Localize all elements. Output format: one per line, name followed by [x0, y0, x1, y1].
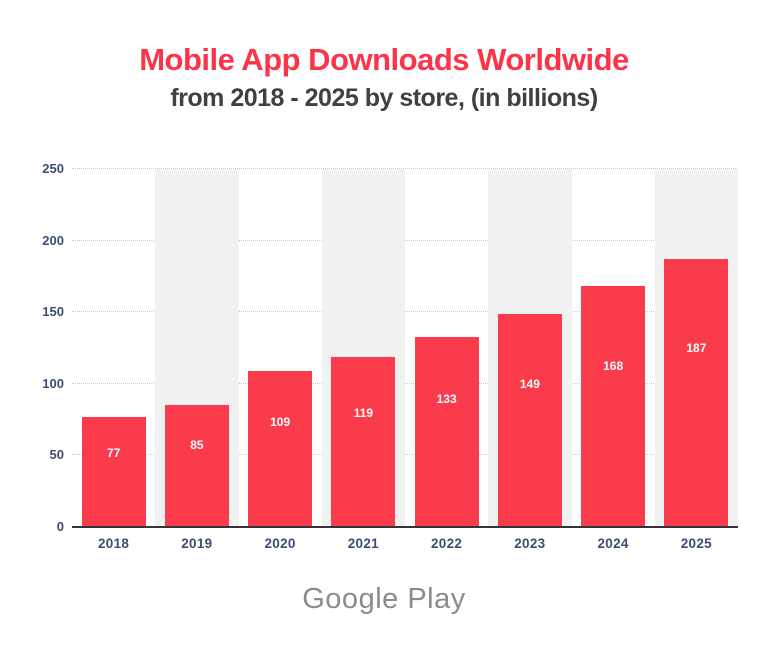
bar-value-label-2018: 77 — [106, 446, 121, 461]
bar-2018: 77 — [81, 416, 146, 527]
bar-2021: 119 — [331, 356, 396, 527]
gridline-y-50 — [72, 454, 738, 456]
gridline-y-150 — [72, 311, 738, 313]
x-tick-label-2025: 2025 — [680, 536, 712, 551]
bar-2020: 109 — [248, 370, 313, 527]
gridline-y-250 — [72, 168, 738, 169]
bar-value-label-2025: 187 — [686, 340, 707, 355]
x-tick-label-2024: 2024 — [597, 536, 629, 551]
y-tick-label-100: 100 — [42, 375, 64, 391]
bar-value-label-2023: 149 — [519, 377, 540, 392]
x-axis-line — [72, 526, 738, 528]
google-play-wordmark: Google Play — [302, 583, 466, 615]
bar-2025: 187 — [664, 259, 729, 527]
bar-value-label-2024: 168 — [603, 358, 624, 373]
chart-subtitle: from 2018 - 2025 by store, (in billions) — [170, 84, 598, 112]
bar-value-label-2020: 109 — [270, 415, 291, 430]
gridline-y-100 — [72, 382, 738, 384]
x-tick-label-2022: 2022 — [431, 536, 463, 551]
bar-value-label-2022: 133 — [436, 392, 457, 407]
x-tick-label-2023: 2023 — [514, 536, 546, 551]
y-tick-label-0: 0 — [56, 519, 64, 534]
chart-title: Mobile App Downloads Worldwide — [139, 42, 629, 77]
bar-2022: 133 — [414, 336, 479, 527]
x-tick-label-2021: 2021 — [347, 536, 379, 551]
x-tick-label-2020: 2020 — [264, 536, 296, 551]
bar-value-label-2019: 85 — [190, 438, 204, 453]
x-tick-label-2019: 2019 — [181, 536, 213, 551]
bar-2023: 149 — [497, 313, 562, 527]
bar-value-label-2021: 119 — [353, 405, 374, 420]
bar-2024: 168 — [581, 286, 646, 527]
x-tick-label-2018: 2018 — [98, 536, 130, 551]
bar-2019: 85 — [164, 405, 229, 527]
y-tick-label-50: 50 — [49, 447, 64, 463]
y-tick-label-150: 150 — [42, 304, 64, 320]
y-tick-label-250: 250 — [42, 161, 64, 176]
gridline-y-200 — [72, 239, 738, 241]
y-tick-label-200: 200 — [42, 232, 64, 248]
